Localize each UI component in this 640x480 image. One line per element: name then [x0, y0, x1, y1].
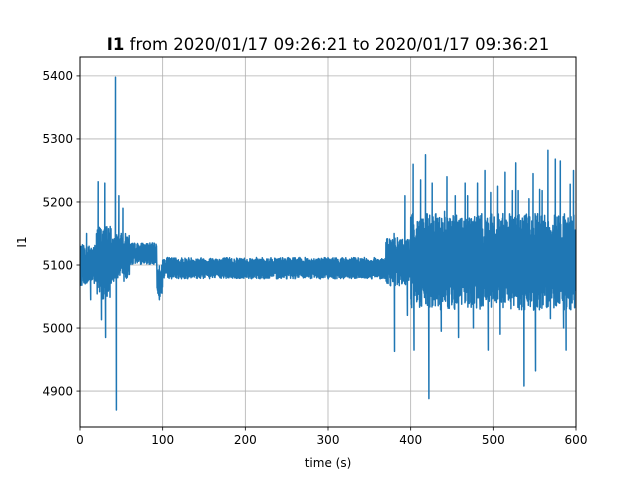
y-tick-label: 5000: [42, 321, 73, 335]
y-tick-label: 5300: [42, 132, 73, 146]
x-tick-label: 600: [565, 433, 588, 447]
x-tick-label: 0: [76, 433, 84, 447]
x-tick-label: 400: [399, 433, 422, 447]
y-axis-label: I1: [15, 236, 29, 247]
x-axis-label: time (s): [305, 456, 352, 470]
x-tick-label: 500: [482, 433, 505, 447]
series-layer: [80, 76, 576, 411]
x-tick-label: 200: [234, 433, 257, 447]
y-tick-label: 4900: [42, 384, 73, 398]
y-tick-label: 5200: [42, 195, 73, 209]
y-tick-label: 5100: [42, 258, 73, 272]
y-axis: 4900 5000 5100 5200 5300 5400: [42, 69, 80, 398]
series-line: [80, 76, 576, 411]
chart-title-rest: from 2020/01/17 09:26:21 to 2020/01/17 0…: [124, 35, 549, 54]
chart-title: I1 from 2020/01/17 09:26:21 to 2020/01/1…: [107, 35, 549, 54]
x-axis: 0 100 200 300 400 500 600: [76, 427, 587, 447]
y-tick-label: 5400: [42, 69, 73, 83]
chart-title-bold: I1: [107, 35, 125, 54]
x-tick-label: 100: [151, 433, 174, 447]
x-tick-label: 300: [317, 433, 340, 447]
